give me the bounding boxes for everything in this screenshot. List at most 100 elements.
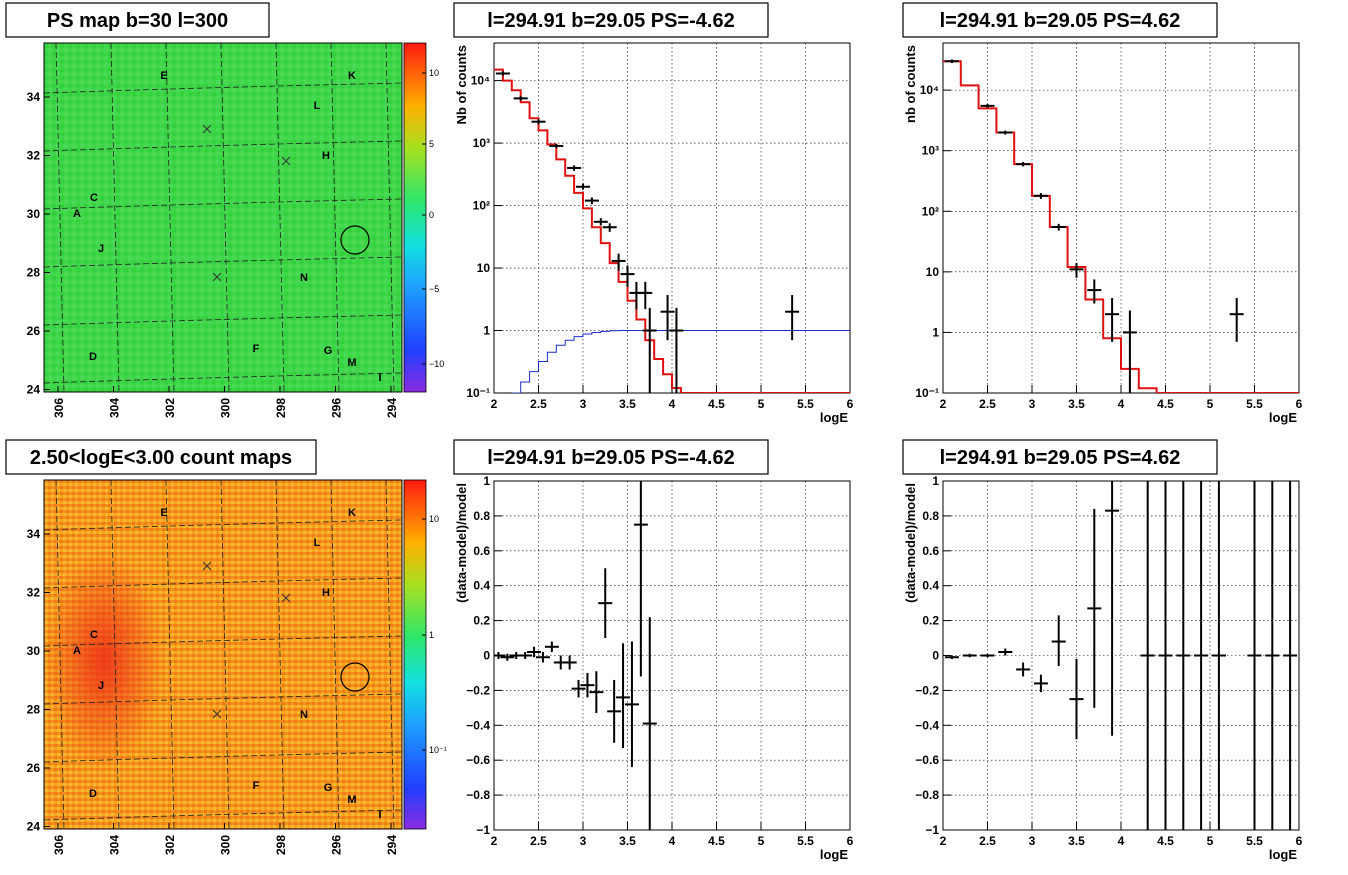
count_map-meridian xyxy=(275,479,285,830)
res_a-ytick-label: 0.6 xyxy=(473,544,490,558)
res_b-title-box: l=294.91 b=29.05 PS=4.62 xyxy=(902,439,1218,475)
spec_b-plot: 2 2.5 3 3.5 4 4.5 5 5.5 6 10⁻¹ 1 10 10² 10³ 10⁴ logE nb … xyxy=(903,42,1303,425)
count_map-cross-marker xyxy=(202,561,212,571)
res_b-ytick-label: 0.8 xyxy=(922,509,939,523)
spec_a-ytick-label: 10³ xyxy=(473,136,490,150)
count_map-source-label: E xyxy=(160,507,167,519)
spec_a-xtick-label: 3.5 xyxy=(619,397,636,411)
ps_map-colorbar-label: 10 xyxy=(429,68,439,78)
spec_a-xtick-label: 2.5 xyxy=(530,397,547,411)
ps_map-meridian xyxy=(110,42,120,393)
res_a-ytick-label: 0 xyxy=(483,649,490,663)
res_b-ytick-label: 0.4 xyxy=(922,579,939,593)
count_map-parallel xyxy=(43,519,403,531)
ps_map-meridian xyxy=(55,42,65,393)
spec_a-xtick-label: 4 xyxy=(669,397,676,411)
spec_a-title-frame xyxy=(453,2,769,38)
res_a-title: l=294.91 b=29.05 PS=-4.62 xyxy=(487,447,734,469)
ps_map-cross-marker xyxy=(281,156,291,166)
spec_a-title: l=294.91 b=29.05 PS=-4.62 xyxy=(487,10,734,32)
count_map-parallel xyxy=(43,751,403,763)
res_a-ytick-label: −0.2 xyxy=(466,683,490,697)
res_b-xtick-label: 4 xyxy=(1118,834,1125,848)
ps-map-title: PS map b=30 l=300 xyxy=(47,10,228,32)
spec_a-title-box: l=294.91 b=29.05 PS=-4.62 xyxy=(453,2,769,38)
res_b-xtick-label: 3 xyxy=(1029,834,1036,848)
ps_map-colorbar-label: −10 xyxy=(429,359,444,369)
res_b-xtick-label: 6 xyxy=(1296,834,1303,848)
spec_a-xtick-label: 5 xyxy=(758,397,765,411)
ps_map-field xyxy=(44,43,402,392)
res_b-plot: 2 2.5 3 3.5 4 4.5 5 5.5 6 −1 −0.8 −0.6 −0.4 −0.2 0 0.2 0… xyxy=(903,474,1303,862)
spec_b-ylabel: nb of counts xyxy=(903,45,918,123)
ps_map-xtick-label: 306 xyxy=(52,398,66,418)
spec_a-xtick-label: 6 xyxy=(847,397,854,411)
count_map-xtick-label: 302 xyxy=(163,835,177,855)
count_map-colorbar-label: 1 xyxy=(429,630,434,640)
res_b-ytick-label: −0.2 xyxy=(915,683,939,697)
ps-map-title-box: PS map b=30 l=300 xyxy=(5,2,270,38)
count_map-ytick-label: 28 xyxy=(27,703,41,717)
spec_a-ytick-label: 10⁻¹ xyxy=(466,386,490,400)
spec_a-xtick-label: 3 xyxy=(580,397,587,411)
count-map-title-box: 2.50<logE<3.00 count maps xyxy=(5,439,317,475)
count_map-meridian xyxy=(110,479,120,830)
count_map-source-label: C xyxy=(90,629,98,641)
ps_map-source-label: H xyxy=(322,150,330,162)
ps_map-meridian xyxy=(275,42,285,393)
ps_map-ytick-label: 24 xyxy=(27,383,41,397)
spec_b-xtick-label: 3.5 xyxy=(1068,397,1085,411)
count_map-source-label: I xyxy=(378,809,381,821)
res_a-xtick-label: 5 xyxy=(758,834,765,848)
spec_b-xtick-label: 2 xyxy=(940,397,947,411)
ps_map-xtick-label: 302 xyxy=(163,398,177,418)
ps_map-xtick-label: 300 xyxy=(219,398,233,418)
ps_map-colorbar-label: −5 xyxy=(429,284,439,294)
spec_b-xtick-label: 3 xyxy=(1029,397,1036,411)
count_map-colorbar-label: 10⁻¹ xyxy=(429,745,447,755)
spec_a-xtick-label: 4.5 xyxy=(708,397,725,411)
res_a-xtick-label: 3.5 xyxy=(619,834,636,848)
spec_a-ylabel: Nb of counts xyxy=(454,45,469,124)
spec_b-xtick-label: 4 xyxy=(1118,397,1125,411)
ps_map-parallel xyxy=(43,140,403,152)
ps_map-colorbar-label: 0 xyxy=(429,210,434,220)
count_map-ytick-label: 30 xyxy=(27,644,41,658)
res_b-xlabel: logE xyxy=(1269,847,1297,862)
ps_map-source-label: N xyxy=(300,272,308,284)
res_a-xtick-label: 4.5 xyxy=(708,834,725,848)
res_b-ytick-label: 0.2 xyxy=(922,614,939,628)
ps_map-source-label: C xyxy=(90,192,98,204)
res_a-xtick-label: 2 xyxy=(491,834,498,848)
spec_b-ytick-label: 10 xyxy=(926,265,940,279)
spec_b-ytick-label: 10³ xyxy=(922,144,939,158)
count_map-parallel xyxy=(43,577,403,589)
ps_map-source-label: M xyxy=(347,357,356,369)
count_map-hot-region xyxy=(44,550,164,770)
res_a-xlabel: logE xyxy=(820,847,848,862)
count_map-source-label: A xyxy=(73,645,81,657)
ps_map-xtick-label: 304 xyxy=(108,398,122,418)
count_map-colorbar xyxy=(403,479,427,830)
spec_a-ytick-label: 10² xyxy=(473,199,490,213)
res_a-ytick-label: 0.8 xyxy=(473,509,490,523)
count_map-ytick-label: 24 xyxy=(27,820,41,834)
res_b-ylabel: (data-model)/model xyxy=(903,483,918,603)
res_a-plot: 2 2.5 3 3.5 4 4.5 5 5.5 6 −1 −0.8 −0.6 −0.4 −0.2 0 0.2 0… xyxy=(454,474,854,862)
spec_a-model-line xyxy=(494,68,850,393)
spec_b-ytick-label: 1 xyxy=(932,325,939,339)
spec_a-ytick-label: 10 xyxy=(477,261,491,275)
count_map-ytick-label: 26 xyxy=(27,761,41,775)
count_map-xtick-label: 304 xyxy=(108,835,122,855)
spec_b-title: l=294.91 b=29.05 PS=4.62 xyxy=(940,10,1181,32)
res_b-ytick-label: −1 xyxy=(925,823,939,837)
res_a-xtick-label: 6 xyxy=(847,834,854,848)
count_map-cross-marker xyxy=(281,593,291,603)
ps_map-panel: E K L H CA J N D F G M I 34 32 30 28 26 24 306 304 302 300 298… xyxy=(27,42,444,418)
ps_map-ytick-label: 28 xyxy=(27,266,41,280)
res_b-ytick-label: −0.6 xyxy=(915,753,939,767)
res_b-xtick-label: 2 xyxy=(940,834,947,848)
spec_a-plot: 2 2.5 3 3.5 4 4.5 5 5.5 6 10⁻¹ 1 10 10² 10³ 10⁴ logE Nb … xyxy=(454,42,854,425)
res_a-title-frame xyxy=(453,439,769,475)
spec_a-xtick-label: 2 xyxy=(491,397,498,411)
